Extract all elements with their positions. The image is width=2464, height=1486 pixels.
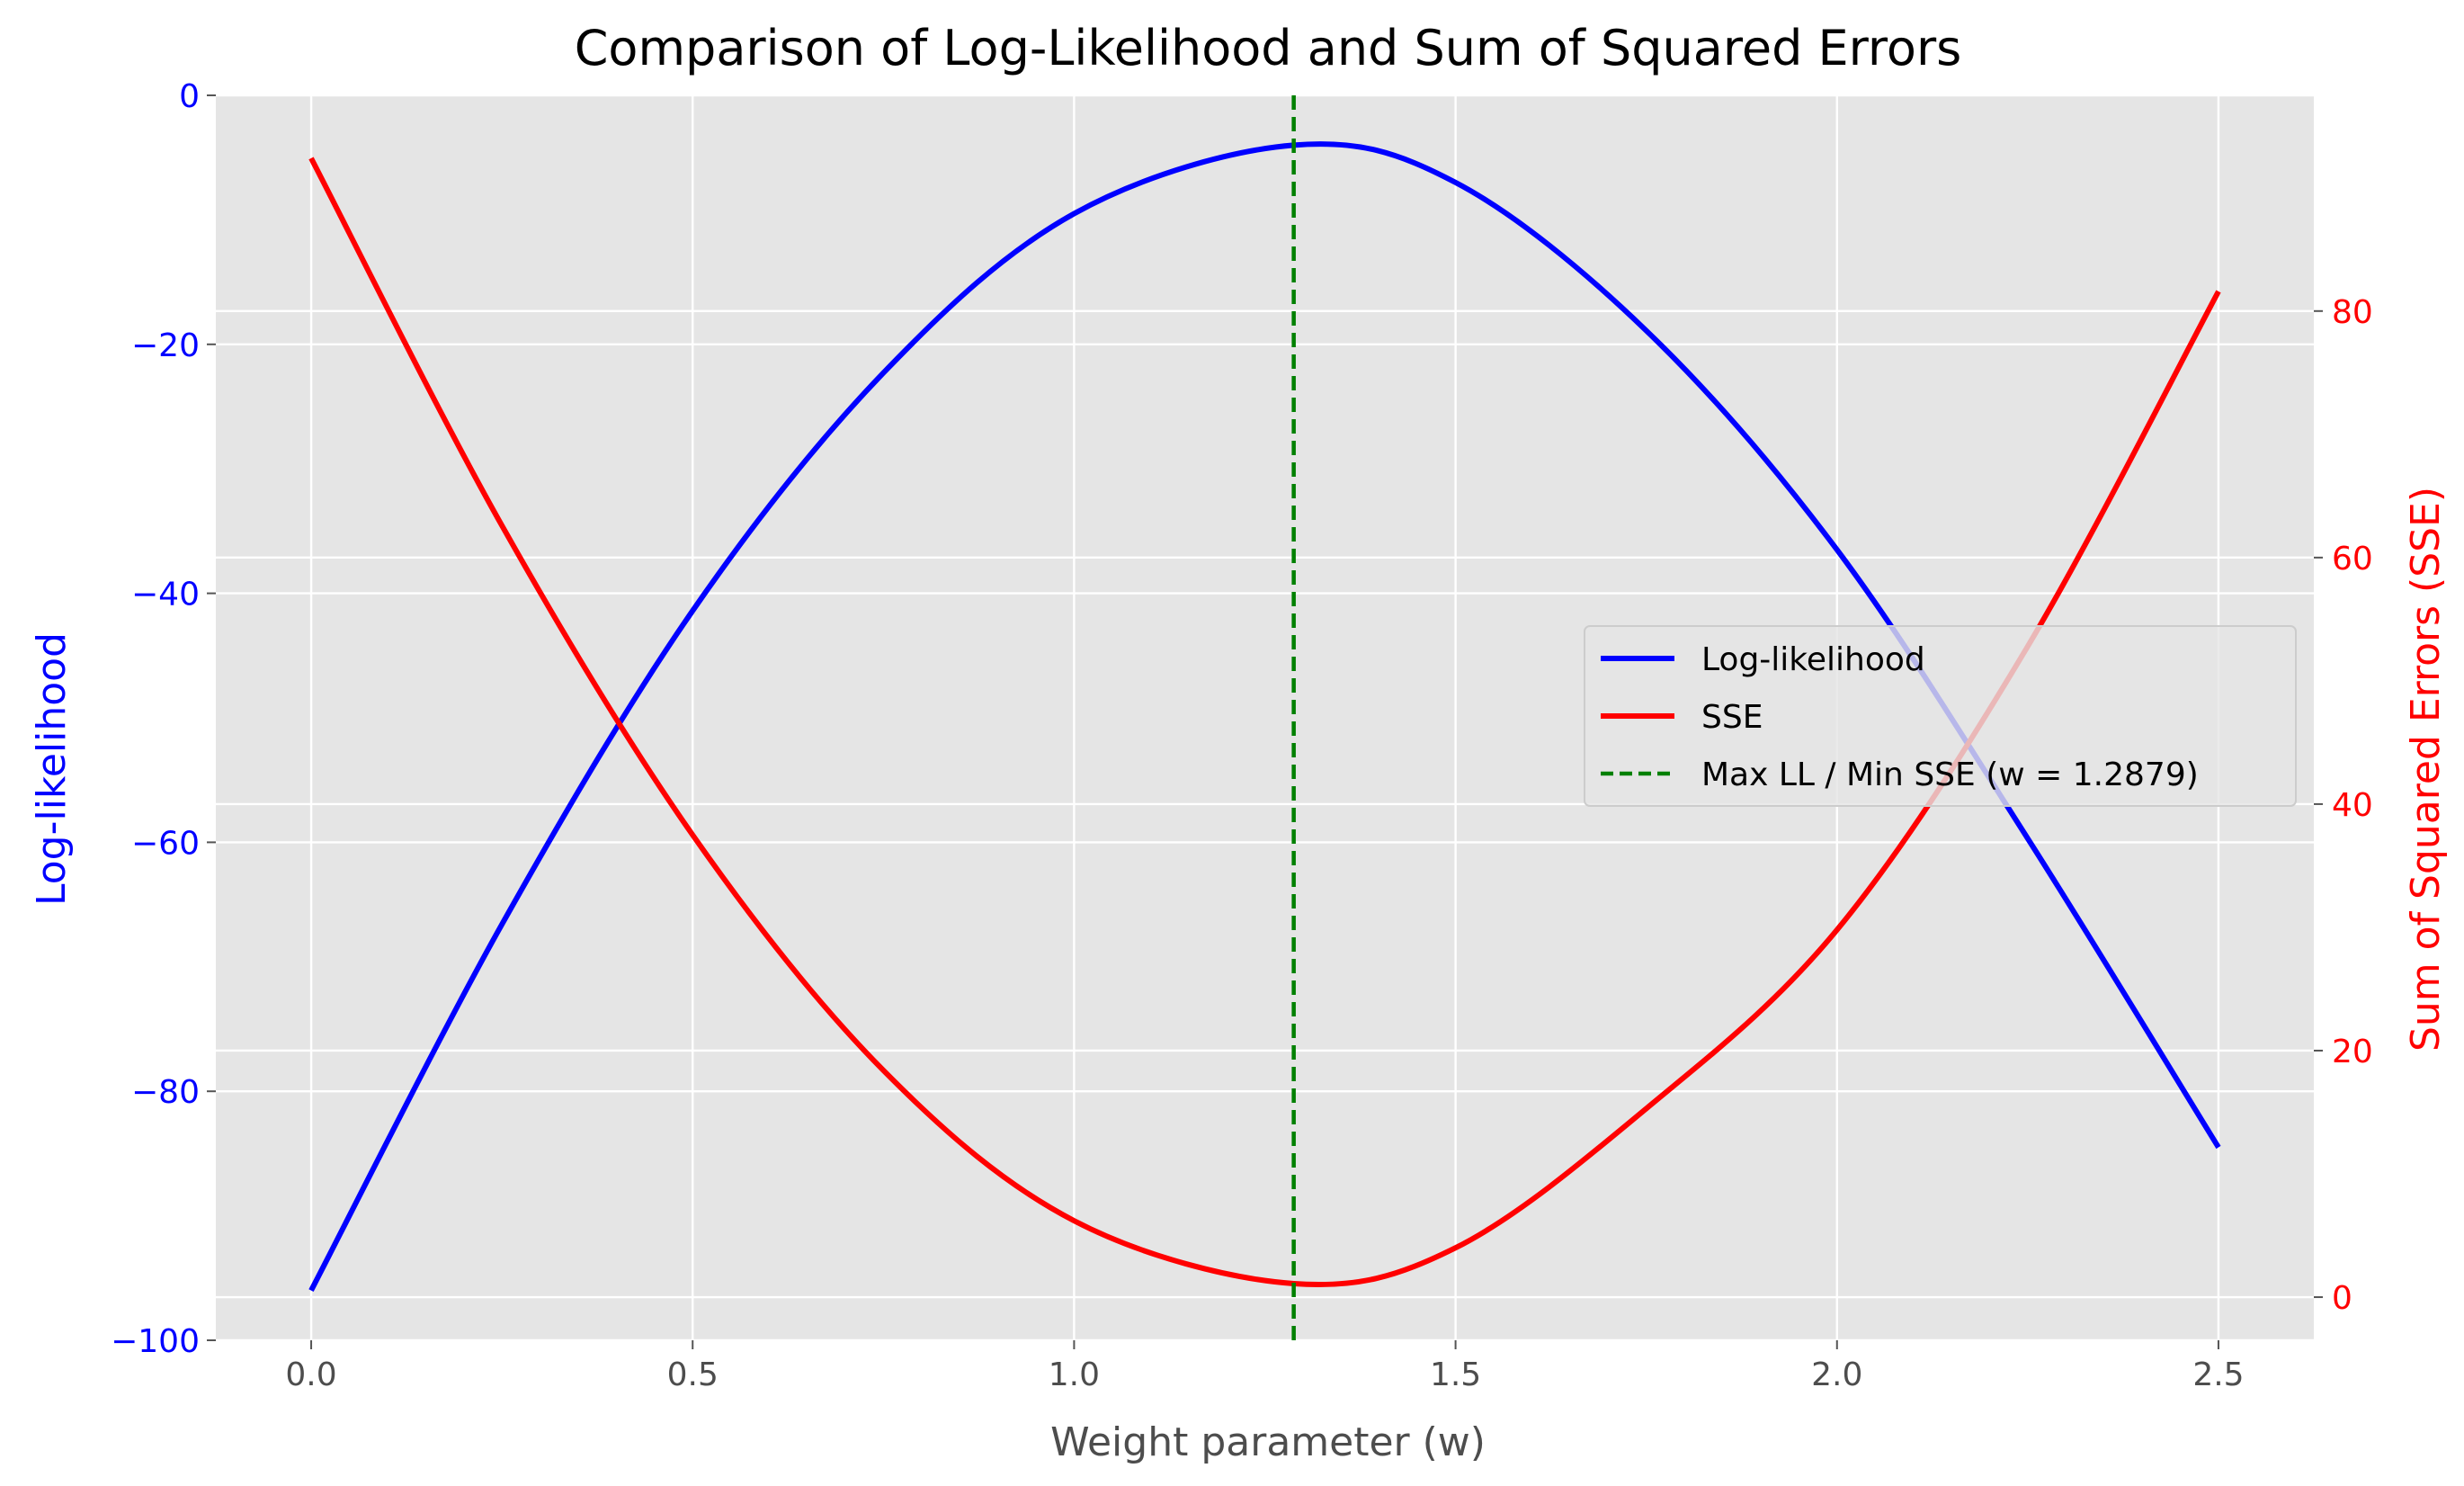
y-left-tick-label: −20 <box>131 327 200 364</box>
legend-label: Log-likelihood <box>1701 641 1925 678</box>
x-tick-label: 2.0 <box>1811 1356 1862 1393</box>
y-right-tick-label: 80 <box>2332 294 2373 331</box>
y-left-tick-label: −80 <box>131 1074 200 1111</box>
y-left-tick-label: −100 <box>111 1323 200 1360</box>
chart-title: Comparison of Log-Likelihood and Sum of … <box>575 20 1962 76</box>
y-left-tick-label: −40 <box>131 577 200 613</box>
x-axis-label: Weight parameter (w) <box>1050 1419 1486 1465</box>
legend-label: Max LL / Min SSE (w = 1.2879) <box>1701 756 2199 793</box>
x-tick-label: 0.0 <box>285 1356 336 1393</box>
y-axis-right-label: Sum of Squared Errors (SSE) <box>2403 487 2449 1052</box>
x-tick-label: 0.5 <box>667 1356 719 1393</box>
y-right-tick-label: 40 <box>2332 787 2373 824</box>
x-tick-label: 1.0 <box>1049 1356 1100 1393</box>
y-left-tick-label: −60 <box>131 825 200 862</box>
grid <box>216 94 2314 1342</box>
y-axis-left-label: Log-likelihood <box>29 632 75 906</box>
y-right-tick-label: 60 <box>2332 541 2373 577</box>
x-tick-label: 1.5 <box>1430 1356 1481 1393</box>
x-axis: 0.0 0.5 1.0 1.5 2.0 2.5 <box>285 1340 2245 1393</box>
legend-box <box>1584 625 2297 807</box>
y-left-tick-label: 0 <box>179 78 200 115</box>
y-right-tick-label: 0 <box>2332 1280 2352 1317</box>
legend-label: SSE <box>1701 699 1763 736</box>
y-axis-right: 0 20 40 60 80 <box>2314 294 2373 1317</box>
y-right-tick-label: 20 <box>2332 1034 2373 1070</box>
legend: Log-likelihood SSE Max LL / Min SSE (w = 1… <box>1584 625 2297 807</box>
y-axis-left: 0 −20 −40 −60 −80 −100 <box>111 78 216 1360</box>
x-tick-label: 2.5 <box>2192 1356 2244 1393</box>
